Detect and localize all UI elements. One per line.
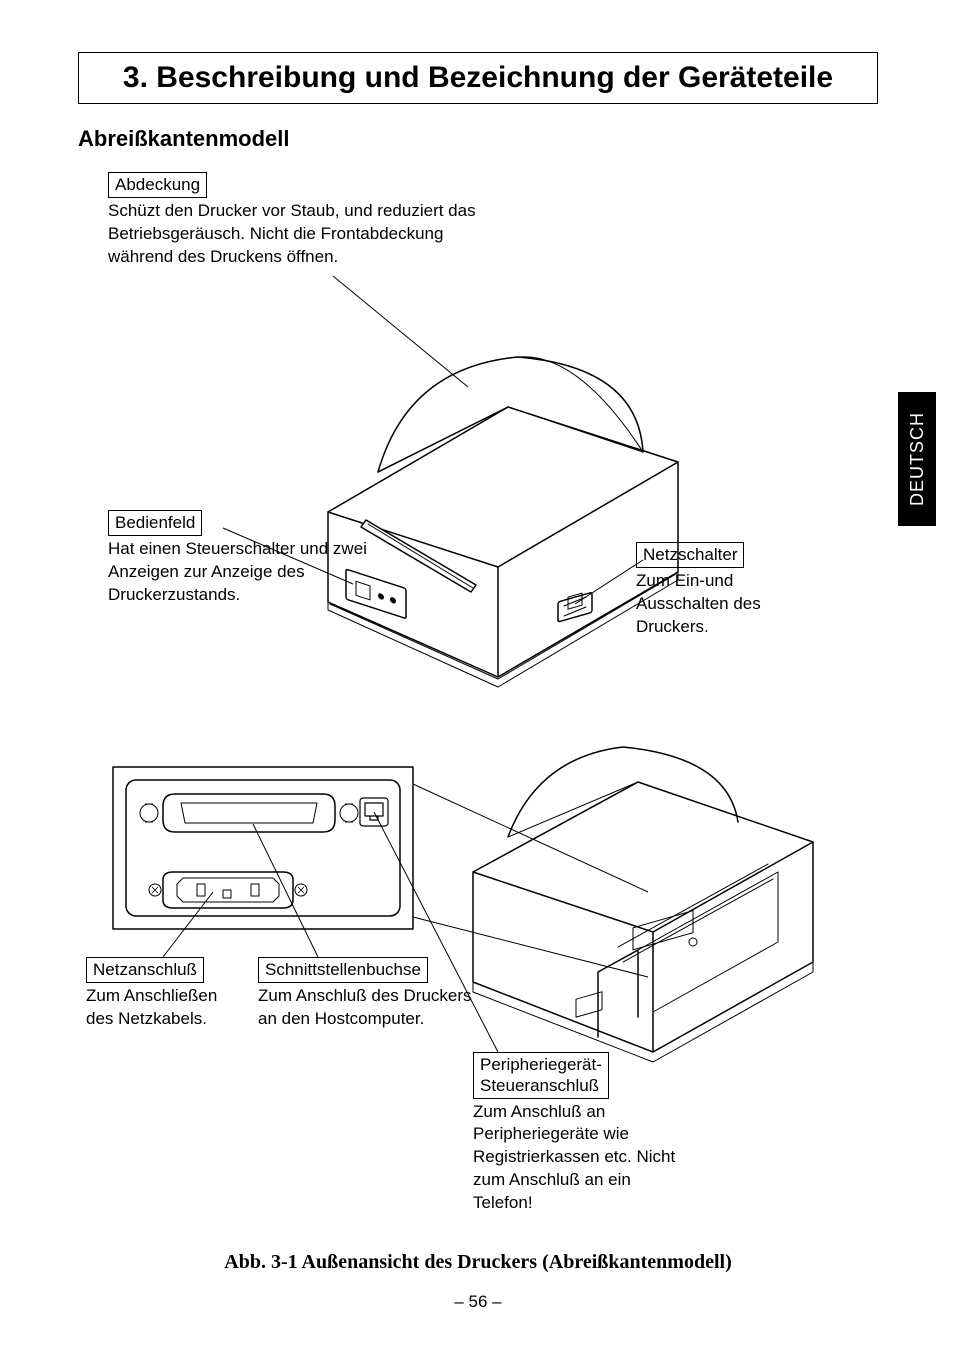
label-interface: Schnittstellenbuchse [258,957,428,983]
callout-peripheral: Peripheriegerät-Steueranschluß Zum Ansch… [473,1052,693,1215]
label-panel: Bedienfeld [108,510,202,536]
callout-interface: Schnittstellenbuchse Zum Anschluß des Dr… [258,957,488,1031]
label-cover: Abdeckung [108,172,207,198]
label-peripheral: Peripheriegerät-Steueranschluß [473,1052,609,1099]
callout-power-conn: Netzanschluß Zum Anschließen des Netzkab… [86,957,246,1031]
desc-power-conn: Zum Anschließen des Netzkabels. [86,985,246,1031]
section-title: 3. Beschreibung und Bezeichnung der Gerä… [91,61,865,95]
label-peripheral-text: Peripheriegerät-Steueranschluß [480,1055,602,1095]
callout-cover: Abdeckung Schüzt den Drucker vor Staub, … [108,172,488,269]
diagram-area: Abdeckung Schüzt den Drucker vor Staub, … [78,172,878,1232]
label-power-switch: Netzschalter [636,542,744,568]
page-number: – 56 – [78,1292,878,1312]
section-title-box: 3. Beschreibung und Bezeichnung der Gerä… [78,52,878,104]
callout-power-switch: Netzschalter Zum Ein-und Ausschalten des… [636,542,816,639]
desc-cover: Schüzt den Drucker vor Staub, und reduzi… [108,200,488,269]
language-tab: DEUTSCH [898,392,936,526]
desc-interface: Zum Anschluß des Druckers an den Hostcom… [258,985,488,1031]
desc-peripheral: Zum Anschluß an Peripheriegeräte wie Reg… [473,1101,693,1216]
label-power-conn: Netzanschluß [86,957,204,983]
desc-power-switch: Zum Ein-und Ausschalten des Druckers. [636,570,816,639]
desc-panel: Hat einen Steuerschalter und zwei Anzeig… [108,538,368,607]
figure-caption: Abb. 3-1 Außenansicht des Druckers (Abre… [78,1251,878,1274]
language-tab-text: DEUTSCH [907,412,928,506]
subtitle: Abreißkantenmodell [78,126,878,152]
callout-panel: Bedienfeld Hat einen Steuerschalter und … [108,510,368,607]
